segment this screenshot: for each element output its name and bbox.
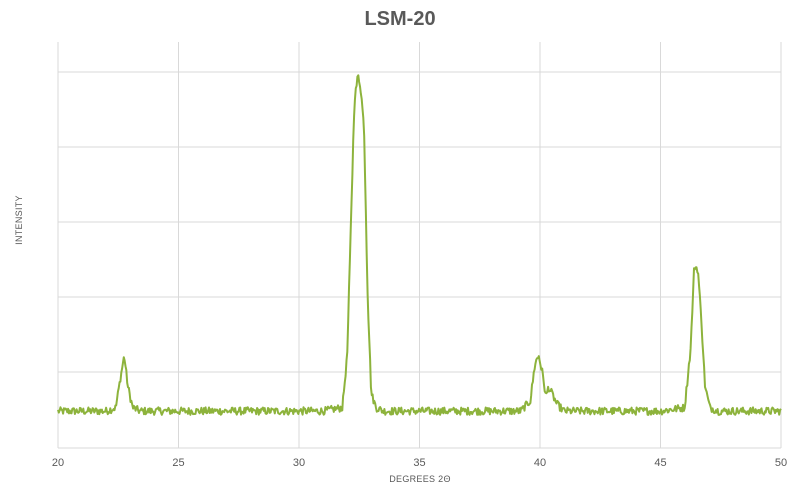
gridlines bbox=[58, 42, 781, 448]
x-tick-label: 40 bbox=[534, 457, 546, 469]
x-axis-title: DEGREES 2Θ bbox=[389, 474, 451, 484]
x-tick-label: 45 bbox=[654, 457, 666, 469]
x-axis-tick-labels: 20 25 30 35 40 45 50 bbox=[52, 457, 787, 469]
x-tick-label: 30 bbox=[293, 457, 305, 469]
x-tick-label: 50 bbox=[775, 457, 787, 469]
x-tick-label: 25 bbox=[172, 457, 184, 469]
y-axis-title: INTENSITY bbox=[14, 195, 24, 245]
x-tick-label: 35 bbox=[413, 457, 425, 469]
x-tick-label: 20 bbox=[52, 457, 64, 469]
